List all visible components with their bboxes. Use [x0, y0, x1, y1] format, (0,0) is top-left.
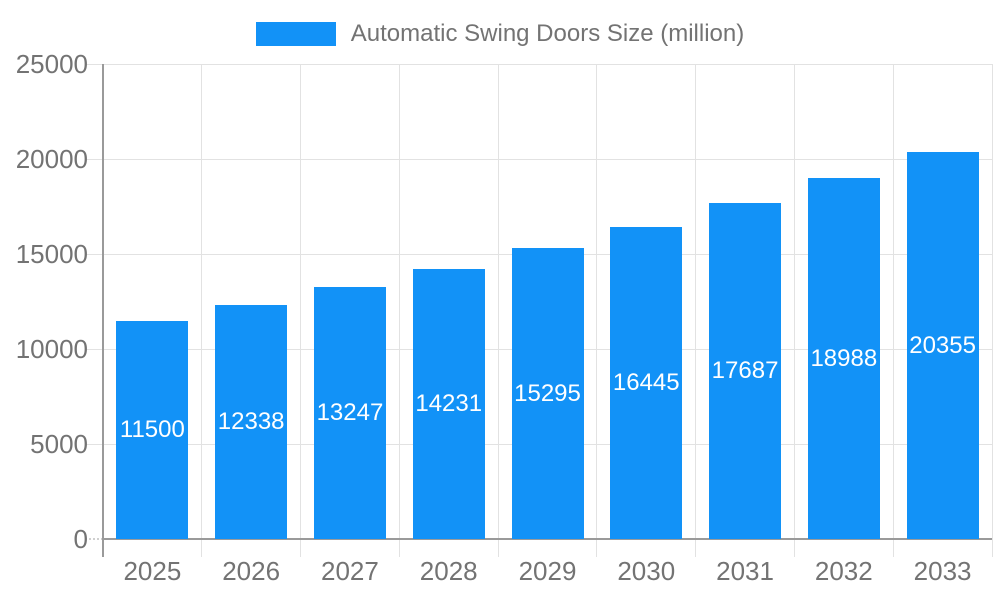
x-axis-tick-label: 2027	[321, 556, 379, 586]
y-tick-mark-zero	[85, 538, 103, 540]
bar-value-label: 12338	[217, 407, 285, 435]
y-axis-tick-label: 20000	[15, 144, 88, 174]
bar-value-label: 18988	[810, 344, 878, 372]
bar-2026[interactable]: 12338	[215, 304, 288, 539]
bar-2030[interactable]: 16445	[610, 226, 683, 539]
x-axis-tick-label: 2025	[123, 556, 182, 586]
x-axis-tick-label: 2031	[716, 556, 774, 586]
x-axis-tick-label: 2033	[913, 556, 972, 586]
x-axis-line	[103, 538, 992, 540]
y-tick-mark	[85, 253, 103, 255]
y-axis-tick-label: 10000	[15, 334, 88, 364]
bar-2031[interactable]: 17687	[709, 202, 782, 539]
x-gridline	[596, 64, 598, 539]
x-axis-tick-label: 2032	[814, 556, 873, 586]
y-axis-line	[102, 64, 104, 557]
x-axis-tick-label: 2029	[518, 556, 577, 586]
bar-2025[interactable]: 11500	[116, 320, 189, 539]
bar-value-label: 11500	[119, 415, 185, 443]
bar-value-label: 16445	[612, 368, 680, 396]
y-tick-mark	[85, 348, 103, 350]
y-gridline	[103, 63, 992, 65]
bar-value-label: 20355	[909, 331, 976, 359]
x-gridline	[497, 64, 499, 539]
bar-2028[interactable]: 14231	[412, 268, 485, 539]
x-tick-mark	[398, 539, 400, 557]
x-gridline	[201, 64, 203, 539]
x-tick-mark	[300, 539, 302, 557]
x-gridline	[398, 64, 400, 539]
x-tick-mark	[596, 539, 598, 557]
y-tick-mark	[85, 443, 103, 445]
x-gridline	[892, 64, 894, 539]
x-tick-mark	[991, 539, 993, 557]
bar-2027[interactable]: 13247	[313, 287, 386, 539]
legend[interactable]: Automatic Swing Doors Size (million)	[0, 16, 1000, 52]
y-axis-tick-label: 5000	[30, 429, 88, 459]
y-gridline	[103, 158, 992, 160]
x-tick-mark	[892, 539, 894, 557]
x-axis-tick-label: 2030	[617, 556, 676, 586]
x-tick-mark	[793, 539, 795, 557]
x-gridline	[300, 64, 302, 539]
y-axis-tick-label: 15000	[15, 239, 88, 269]
y-axis-tick-label: 0	[73, 524, 88, 554]
bar-value-label: 17687	[711, 356, 779, 384]
bar-value-label: 14231	[415, 389, 483, 417]
x-axis-tick-label: 2028	[419, 556, 478, 586]
bar-2032[interactable]: 18988	[807, 178, 880, 539]
x-gridline	[793, 64, 795, 539]
y-tick-mark	[85, 63, 103, 65]
x-gridline	[991, 64, 993, 539]
x-axis-tick-label: 2026	[222, 556, 281, 586]
x-tick-mark	[695, 539, 697, 557]
x-tick-mark	[497, 539, 499, 557]
bar-value-label: 15295	[514, 379, 581, 407]
y-axis-tick-label: 25000	[15, 49, 88, 79]
bar-2033[interactable]: 20355	[906, 152, 979, 539]
bar-value-label: 13247	[316, 399, 384, 427]
x-tick-mark	[201, 539, 203, 557]
legend-label: Automatic Swing Doors Size (million)	[350, 20, 745, 47]
bar-2029[interactable]: 15295	[511, 248, 584, 539]
x-gridline	[695, 64, 697, 539]
y-tick-mark	[85, 158, 103, 160]
legend-swatch	[255, 22, 336, 46]
